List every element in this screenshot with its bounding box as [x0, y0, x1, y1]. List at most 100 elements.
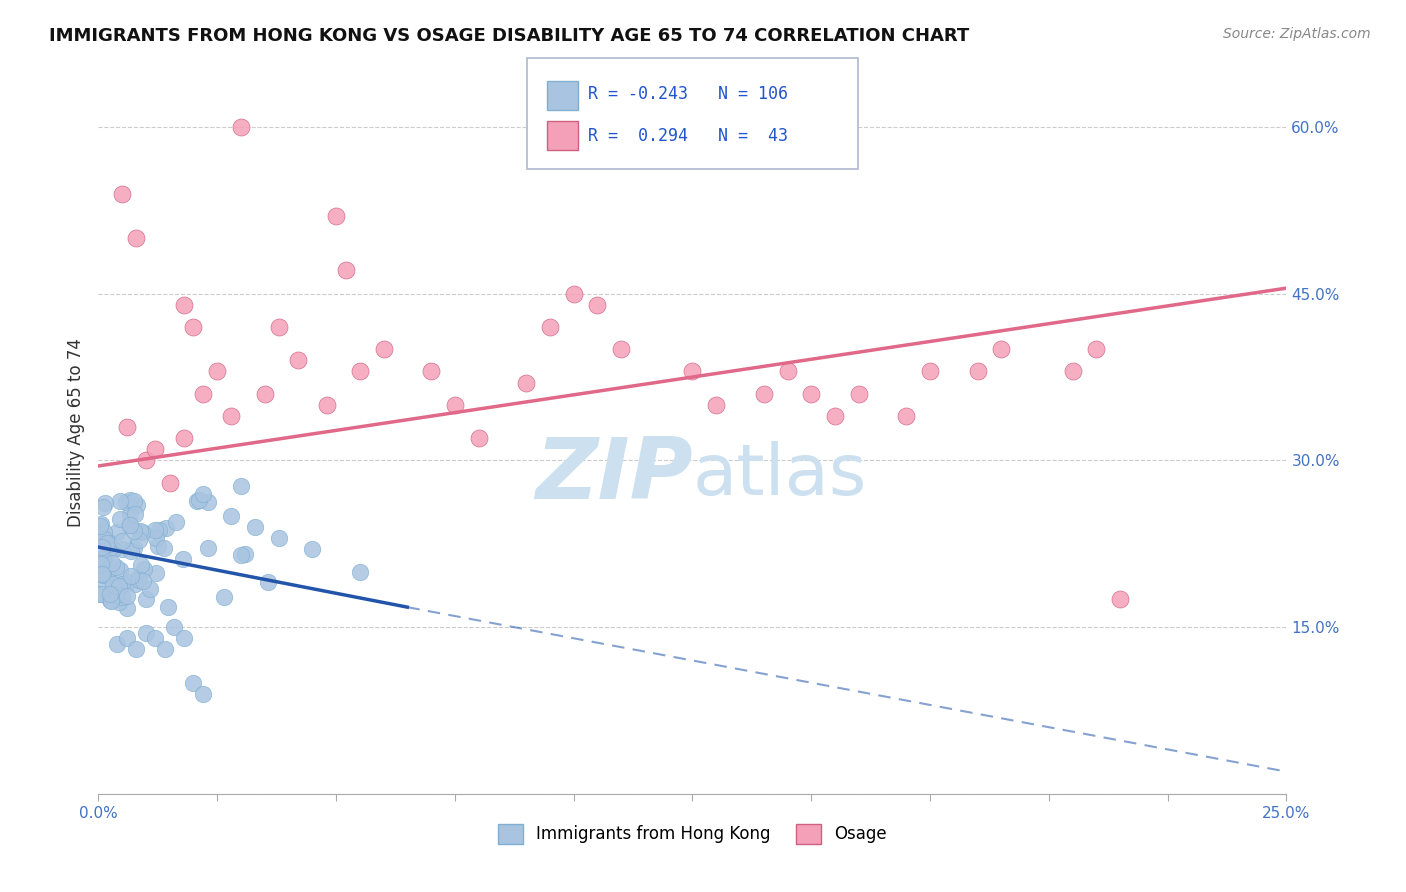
Point: [107, 637, 129, 651]
Point: [120, 518, 142, 533]
Point: [267, 531, 290, 545]
Point: [104, 580, 127, 594]
Point: [107, 595, 129, 609]
Point: [752, 386, 775, 401]
Point: [233, 547, 256, 561]
Point: [94, 496, 117, 510]
Point: [104, 588, 127, 602]
Point: [115, 589, 138, 603]
Point: [98, 593, 121, 607]
Text: atlas: atlas: [692, 442, 868, 510]
Point: [315, 398, 337, 412]
Point: [104, 560, 127, 574]
Point: [120, 507, 142, 521]
Point: [124, 576, 146, 591]
Point: [111, 542, 134, 557]
Point: [125, 642, 148, 657]
Point: [110, 590, 132, 604]
Point: [159, 475, 181, 490]
Point: [129, 558, 152, 573]
Point: [155, 521, 177, 535]
Text: IMMIGRANTS FROM HONG KONG VS OSAGE DISABILITY AGE 65 TO 74 CORRELATION CHART: IMMIGRANTS FROM HONG KONG VS OSAGE DISAB…: [49, 27, 970, 45]
Point: [93, 549, 115, 564]
Point: [115, 601, 138, 615]
Point: [183, 320, 205, 334]
Point: [90, 559, 112, 574]
Point: [156, 599, 179, 614]
Point: [111, 577, 134, 591]
Point: [704, 398, 727, 412]
Point: [93, 524, 115, 539]
Point: [98, 541, 121, 555]
Point: [98, 587, 121, 601]
Point: [610, 343, 633, 357]
Point: [256, 575, 278, 590]
Point: [990, 343, 1012, 357]
Point: [586, 298, 609, 312]
Point: [118, 518, 141, 533]
Point: [231, 479, 253, 493]
Point: [100, 594, 122, 608]
Point: [267, 320, 290, 334]
Point: [127, 498, 149, 512]
Point: [153, 541, 176, 555]
Point: [800, 386, 823, 401]
Point: [191, 687, 214, 701]
Point: [1085, 343, 1108, 357]
Point: [122, 524, 145, 538]
Point: [349, 364, 371, 378]
Point: [111, 533, 134, 548]
Point: [96, 534, 118, 549]
Point: [124, 493, 146, 508]
Point: [824, 409, 846, 423]
Point: [197, 541, 219, 555]
Text: R = -0.243   N = 106: R = -0.243 N = 106: [588, 85, 787, 103]
Point: [301, 542, 323, 557]
Point: [145, 632, 167, 646]
Point: [214, 590, 236, 604]
Point: [128, 573, 150, 587]
Point: [94, 574, 117, 589]
Point: [91, 567, 114, 582]
Point: [135, 625, 157, 640]
Point: [143, 523, 166, 537]
Point: [245, 520, 267, 534]
Legend: Immigrants from Hong Kong, Osage: Immigrants from Hong Kong, Osage: [491, 817, 894, 851]
Point: [108, 581, 131, 595]
Point: [135, 453, 157, 467]
Point: [100, 556, 122, 570]
Point: [188, 493, 211, 508]
Point: [197, 495, 219, 509]
Point: [115, 632, 138, 646]
Point: [191, 487, 214, 501]
Point: [848, 386, 870, 401]
Point: [373, 343, 395, 357]
Point: [1062, 364, 1084, 378]
Point: [681, 364, 703, 378]
Point: [562, 286, 585, 301]
Point: [115, 495, 138, 509]
Point: [91, 500, 114, 515]
Point: [111, 186, 134, 201]
Point: [153, 642, 176, 657]
Point: [135, 591, 157, 606]
Point: [229, 548, 252, 562]
Point: [515, 376, 537, 390]
Point: [165, 516, 187, 530]
Point: [145, 532, 167, 546]
Point: [173, 431, 195, 445]
Text: ZIP: ZIP: [534, 434, 692, 517]
Point: [122, 541, 145, 555]
Point: [132, 574, 155, 588]
Point: [120, 544, 142, 558]
Point: [117, 574, 139, 589]
Point: [131, 525, 153, 540]
Point: [115, 420, 138, 434]
Point: [207, 364, 229, 378]
Point: [253, 386, 276, 401]
Point: [1109, 592, 1132, 607]
Point: [105, 525, 128, 540]
Point: [91, 553, 114, 567]
Point: [325, 209, 347, 223]
Point: [107, 579, 129, 593]
